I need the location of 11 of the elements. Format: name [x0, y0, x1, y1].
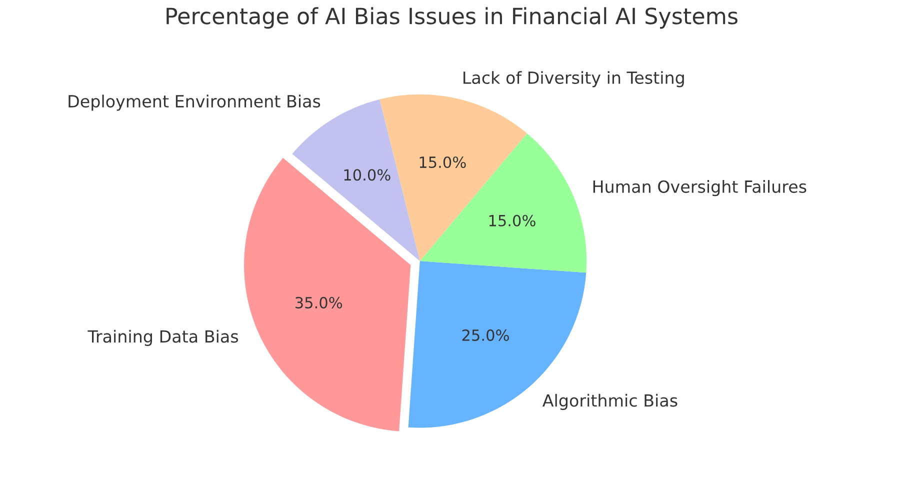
slice-label: Algorithmic Bias: [542, 394, 678, 410]
slice-label: Deployment Environment Bias: [68, 94, 320, 111]
data-label: 15.0%: [489, 214, 536, 226]
data-label: 35.0%: [296, 296, 342, 308]
slice-label: Lack of Diversity in Testing: [464, 71, 684, 88]
data-label: 15.0%: [420, 156, 466, 168]
data-label: 25.0%: [462, 329, 509, 341]
data-label: 10.0%: [344, 169, 390, 181]
chart-title: Percentage of AI Bias Issues in Financial AI Systems: [166, 7, 738, 29]
slice-label: Training Data Bias: [88, 330, 238, 346]
slice-label: Human Oversight Failures: [593, 180, 806, 196]
